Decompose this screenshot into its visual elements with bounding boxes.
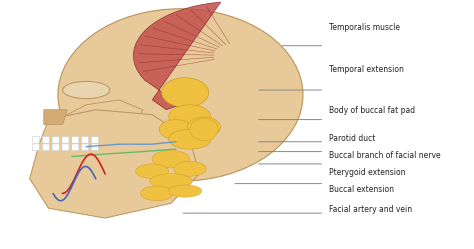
Ellipse shape: [188, 117, 220, 137]
FancyBboxPatch shape: [91, 136, 99, 143]
FancyBboxPatch shape: [62, 136, 69, 143]
Ellipse shape: [169, 105, 211, 129]
FancyBboxPatch shape: [62, 144, 69, 151]
FancyBboxPatch shape: [82, 136, 89, 143]
Polygon shape: [30, 110, 199, 218]
Ellipse shape: [159, 120, 192, 139]
FancyBboxPatch shape: [42, 136, 49, 143]
Ellipse shape: [162, 78, 209, 107]
Ellipse shape: [136, 164, 169, 179]
Polygon shape: [44, 110, 67, 124]
FancyBboxPatch shape: [82, 144, 89, 151]
Text: Body of buccal fat pad: Body of buccal fat pad: [329, 107, 415, 116]
Polygon shape: [133, 2, 221, 110]
Text: Temporal extension: Temporal extension: [329, 64, 404, 74]
FancyBboxPatch shape: [52, 144, 59, 151]
Text: Pterygoid extension: Pterygoid extension: [329, 168, 405, 177]
Polygon shape: [58, 100, 143, 144]
Text: Buccal extension: Buccal extension: [329, 185, 394, 194]
FancyBboxPatch shape: [91, 144, 99, 151]
Ellipse shape: [63, 81, 110, 99]
FancyBboxPatch shape: [72, 136, 79, 143]
Text: Facial artery and vein: Facial artery and vein: [329, 205, 412, 214]
FancyBboxPatch shape: [33, 144, 39, 151]
FancyBboxPatch shape: [72, 144, 79, 151]
FancyBboxPatch shape: [42, 144, 49, 151]
Text: Parotid duct: Parotid duct: [329, 133, 375, 142]
Ellipse shape: [152, 150, 190, 168]
Ellipse shape: [140, 186, 173, 201]
Ellipse shape: [58, 9, 303, 181]
FancyBboxPatch shape: [33, 136, 39, 143]
Ellipse shape: [169, 185, 201, 197]
Text: Buccal branch of facial nerve: Buccal branch of facial nerve: [329, 151, 440, 160]
Ellipse shape: [190, 118, 218, 140]
Text: Temporalis muscle: Temporalis muscle: [329, 23, 400, 32]
FancyBboxPatch shape: [52, 136, 59, 143]
Ellipse shape: [169, 129, 211, 149]
Ellipse shape: [150, 174, 192, 188]
Ellipse shape: [173, 161, 206, 176]
